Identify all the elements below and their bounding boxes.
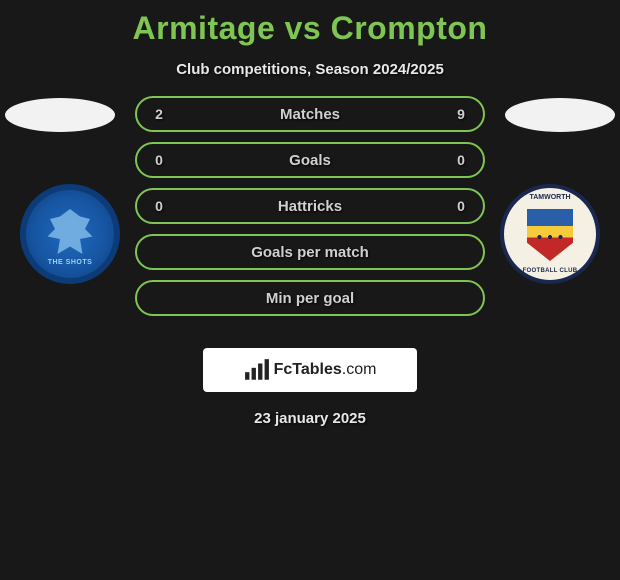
stat-pill: 0Goals0 — [135, 142, 485, 178]
stat-label: Goals per match — [137, 244, 483, 261]
brand-logo-box: FcTables.com — [203, 348, 417, 392]
badge-right-top: TAMWORTH — [529, 194, 570, 201]
shield-icon — [527, 209, 573, 261]
club-badge-right: TAMWORTH FOOTBALL CLUB — [500, 184, 600, 284]
club-badge-left: THE SHOTS — [20, 184, 120, 284]
stat-right-value: 9 — [453, 106, 469, 122]
stat-pill: Min per goal — [135, 280, 485, 316]
stat-label: Hattricks — [137, 198, 483, 215]
comparison-area: THE SHOTS TAMWORTH FOOTBALL CLUB 2Matche… — [0, 106, 620, 346]
bar-chart-icon — [244, 359, 270, 381]
season-subtitle: Club competitions, Season 2024/2025 — [0, 61, 620, 78]
griffin-icon — [45, 209, 95, 259]
stat-left-value: 0 — [151, 152, 167, 168]
stat-label: Min per goal — [137, 290, 483, 307]
stat-left-value: 0 — [151, 198, 167, 214]
badge-right-bottom: FOOTBALL CLUB — [523, 268, 578, 274]
player-silhouette-left — [5, 98, 115, 132]
stat-right-value: 0 — [453, 152, 469, 168]
stat-right-value: 0 — [453, 198, 469, 214]
brand-domain: .com — [342, 361, 377, 378]
stat-pill: 2Matches9 — [135, 96, 485, 132]
stat-pills: 2Matches90Goals00Hattricks0Goals per mat… — [135, 96, 485, 326]
page-title: Armitage vs Crompton — [0, 0, 620, 47]
player-silhouette-right — [505, 98, 615, 132]
brand-name-text: FcTables — [274, 361, 342, 378]
snapshot-date: 23 january 2025 — [0, 410, 620, 427]
badge-left-motto: THE SHOTS — [48, 259, 93, 266]
stat-left-value: 2 — [151, 106, 167, 122]
stat-pill: Goals per match — [135, 234, 485, 270]
brand-name: FcTables.com — [274, 361, 377, 379]
stat-label: Goals — [137, 152, 483, 169]
stat-label: Matches — [137, 106, 483, 123]
stat-pill: 0Hattricks0 — [135, 188, 485, 224]
